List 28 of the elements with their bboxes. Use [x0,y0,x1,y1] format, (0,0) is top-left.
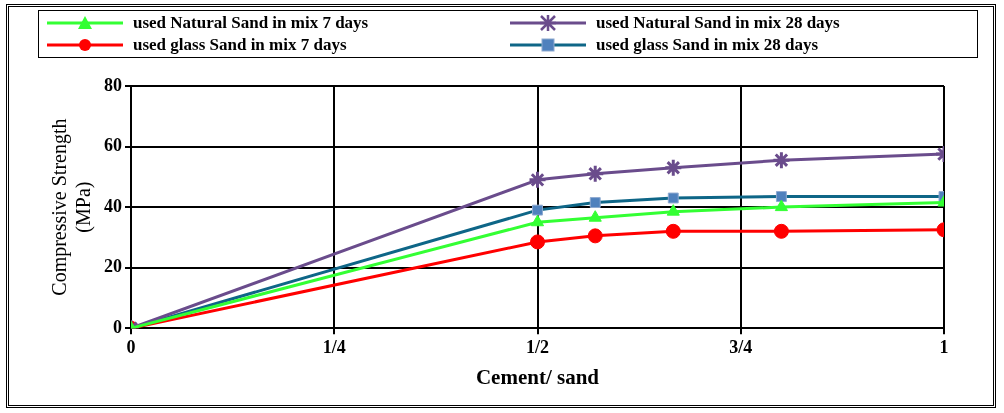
x-tick-label: 3/4 [729,336,753,357]
x-tick-label: 1/2 [525,336,550,357]
point [771,150,791,170]
y-tick-label: 60 [104,135,122,156]
x-tick-label: 1 [939,336,949,357]
point [587,228,603,244]
point [665,223,681,239]
y-tick-label: 40 [104,195,122,216]
legend-label: used glass Sand in mix 7 days [133,35,347,55]
x-tick-label: 1/4 [322,336,346,357]
x-tick-label: 0 [126,336,136,357]
legend-label: used glass Sand in mix 28 days [596,35,819,55]
y-tick-label: 20 [104,256,122,277]
legend-label: used Natural Sand in mix 28 days [596,13,840,33]
point [528,170,547,190]
point [774,199,788,212]
legend-label: used Natural Sand in mix 7 days [133,13,369,33]
point [588,210,602,222]
x-axis-title: Cement/ sand [475,364,600,389]
point [530,214,545,227]
y-tick-label: 80 [104,74,122,95]
point [666,204,680,216]
point [773,223,789,239]
point [530,234,545,250]
point [663,158,683,178]
y-tick-label: 0 [113,316,122,337]
y-axis-title: Compressive Strength (MPa) [48,118,96,296]
point [585,164,605,184]
